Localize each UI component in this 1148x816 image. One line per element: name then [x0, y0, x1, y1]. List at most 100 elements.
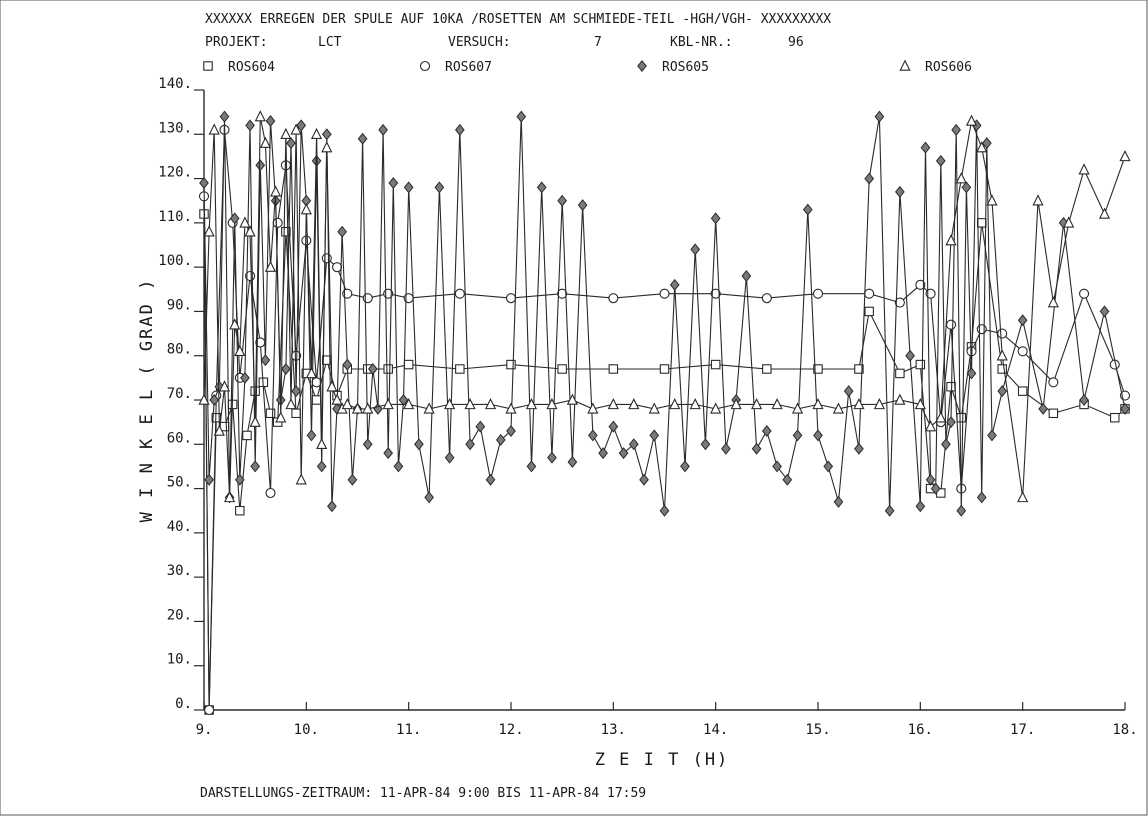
data-point-ros605 [444, 451, 455, 464]
x-tick-label: 14. [703, 722, 728, 738]
y-tick-label: 100. [158, 253, 192, 269]
data-point-ros606 [945, 234, 957, 246]
data-point-ros605 [628, 438, 639, 451]
data-point-ros605 [199, 177, 209, 189]
y-tick-label: 0. [175, 696, 192, 712]
data-point-ros606 [955, 172, 967, 184]
data-point-ros605 [373, 402, 383, 415]
data-point-ros605 [956, 504, 967, 517]
data-point-ros605 [306, 429, 317, 442]
legend-marker-ros605 [637, 60, 647, 72]
data-point-ros604 [1048, 408, 1059, 419]
data-point-ros605 [659, 504, 670, 517]
data-point-ros604 [455, 364, 465, 374]
data-point-ros606 [965, 114, 978, 126]
projekt-value: LCT [318, 35, 342, 50]
series-ros607 [198, 124, 1131, 716]
data-point-ros605 [337, 225, 347, 238]
data-point-ros604 [915, 359, 926, 370]
data-point-ros606 [812, 397, 824, 410]
data-point-ros605 [291, 385, 301, 398]
data-point-ros604 [242, 430, 252, 441]
data-point-ros605 [854, 442, 864, 455]
data-point-ros605 [577, 199, 588, 212]
data-point-ros605 [495, 433, 506, 446]
kbl-value: 96 [788, 35, 804, 50]
data-point-ros604 [311, 395, 322, 405]
data-point-ros605 [941, 438, 951, 451]
data-point-ros606 [316, 437, 328, 450]
data-point-ros606 [894, 393, 906, 405]
data-point-ros605 [741, 270, 752, 282]
data-point-ros606 [607, 397, 619, 410]
series-line-ros605 [203, 116, 1126, 511]
data-point-ros605 [316, 460, 327, 473]
data-point-ros607 [976, 324, 987, 335]
data-point-ros605 [465, 438, 475, 451]
data-point-ros605 [388, 177, 399, 189]
data-point-ros605 [204, 473, 214, 486]
data-point-ros605 [362, 438, 373, 451]
data-point-ros606 [832, 402, 845, 414]
kbl-label: KBL-NR.: [670, 35, 733, 50]
x-axis-label: Z E I T (H) [595, 750, 730, 770]
data-point-ros606 [290, 123, 302, 135]
data-point-ros605 [229, 212, 240, 225]
data-point-ros606 [244, 225, 256, 237]
data-point-ros605 [250, 460, 261, 473]
data-point-ros606 [1119, 149, 1131, 162]
series-line-ros607 [203, 129, 1126, 711]
y-tick-label: 30. [167, 563, 192, 579]
data-point-ros604 [608, 364, 619, 374]
data-point-ros605 [751, 442, 762, 455]
data-point-ros604 [1110, 412, 1120, 423]
data-point-ros607 [1048, 377, 1059, 388]
data-point-ros604 [710, 359, 721, 370]
data-point-ros606 [223, 490, 236, 503]
data-point-ros605 [296, 119, 307, 132]
data-point-ros607 [945, 319, 957, 330]
data-point-ros605 [393, 460, 404, 473]
data-point-ros606 [239, 216, 251, 228]
x-tick-label: 12. [498, 722, 523, 738]
data-point-ros606 [275, 411, 287, 423]
data-point-ros604 [659, 364, 670, 374]
data-point-ros604 [813, 364, 823, 374]
legend: ROS604 ROS607 ROS605 ROS606 [203, 59, 972, 75]
data-point-ros605 [905, 349, 915, 362]
data-point-ros606 [628, 397, 640, 410]
data-point-ros605 [516, 110, 527, 123]
data-point-ros605 [281, 363, 291, 375]
data-point-ros606 [254, 110, 266, 122]
y-tick-label: 60. [167, 430, 192, 446]
legend-label-ros606: ROS606 [925, 60, 972, 75]
legend-marker-ros604 [203, 61, 213, 71]
legend-label-ros607: ROS607 [445, 60, 492, 75]
data-point-ros606 [976, 141, 988, 153]
data-point-ros605 [930, 482, 941, 495]
data-point-ros605 [874, 110, 885, 123]
versuch-label: VERSUCH: [448, 35, 511, 50]
data-point-ros605 [398, 394, 409, 406]
data-point-ros604 [235, 505, 245, 516]
data-point-ros606 [689, 397, 701, 410]
data-point-ros605 [669, 278, 680, 291]
data-point-ros607 [331, 262, 343, 273]
data-point-ros605 [526, 460, 537, 473]
data-point-ros605 [982, 137, 992, 150]
data-point-ros607 [272, 217, 283, 228]
data-point-ros605 [265, 115, 276, 127]
data-point-ros604 [291, 408, 301, 419]
data-point-ros606 [234, 344, 246, 357]
data-point-ros607 [204, 704, 215, 716]
data-point-ros605 [976, 491, 987, 504]
legend-marker-ros607 [419, 60, 431, 72]
data-point-ros607 [301, 235, 312, 246]
data-point-ros606 [259, 136, 271, 148]
data-point-ros605 [925, 473, 936, 486]
data-point-ros605 [434, 181, 445, 194]
series-line-ros604 [203, 213, 1126, 711]
data-point-ros606 [484, 397, 497, 410]
